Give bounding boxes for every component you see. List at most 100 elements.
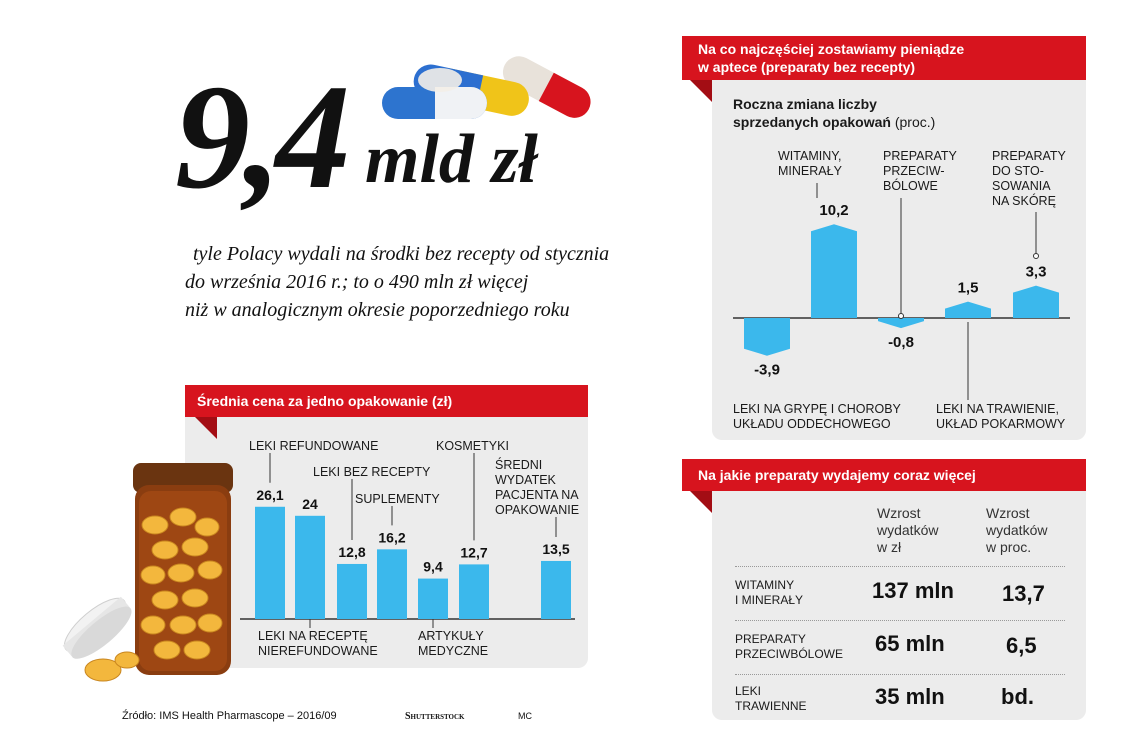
header-fold — [690, 491, 712, 513]
category-label-line: LEKI NA RECEPTĘ — [258, 629, 368, 643]
category-label-line: WYDATEK — [495, 473, 557, 487]
bar — [255, 506, 285, 619]
table-panel — [712, 460, 1086, 720]
category-label-line: WITAMINY, — [778, 149, 841, 163]
category-label-line: KOSMETYKI — [436, 439, 509, 453]
category-label: KOSMETYKI — [436, 439, 509, 453]
row-divider — [735, 620, 1065, 621]
bar — [337, 563, 367, 619]
category-label: PREPARATY PRZECIW-BÓLOWE — [883, 149, 958, 193]
leader-dot — [1033, 253, 1039, 259]
row-divider — [735, 674, 1065, 675]
label-line: TRAWIENNE — [735, 699, 807, 713]
bar-value-label: 24 — [302, 496, 318, 512]
category-label-line: MEDYCZNE — [418, 644, 488, 658]
col-header-line: wydatków — [877, 522, 939, 538]
header-fold — [195, 417, 217, 439]
table-cell-zl: 137 mln — [872, 578, 954, 603]
table-row-label: WITAMINY I MINERAŁY — [735, 578, 803, 608]
bar-value-label: 26,1 — [256, 487, 283, 503]
bar-value-label: -0,8 — [888, 334, 914, 351]
col-header-line: w proc. — [986, 539, 1032, 555]
label-line: I MINERAŁY — [735, 593, 804, 607]
bar-value-label: 12,8 — [338, 544, 365, 560]
subtitle-line-2: do września 2016 r.; to o 490 mln zł wię… — [185, 271, 529, 293]
category-label-line: MINERAŁY — [778, 164, 843, 178]
table-cell-proc: bd. — [1001, 684, 1034, 709]
bar — [1013, 285, 1059, 318]
bar-value-label: -3,9 — [754, 362, 780, 379]
table-panel-title: Na jakie preparaty wydajemy coraz więcej — [698, 467, 976, 483]
subtitle-line-1: tyle Polacy wydali na środki bez recepty… — [193, 243, 610, 265]
change-panel-header: Na co najczęściej zostawiamy pieniądze w… — [682, 36, 1086, 80]
bar — [811, 224, 857, 318]
header-fold — [690, 80, 712, 102]
price-panel — [185, 385, 588, 668]
bar-value-label: 9,4 — [423, 559, 443, 575]
subtitle-line-3: niż w analogicznym okresie poporzedniego… — [185, 299, 570, 321]
col-header-line: Wzrost — [877, 505, 921, 521]
col-header-proc: Wzrost wydatków w proc. — [986, 505, 1047, 556]
category-label: WITAMINY, MINERAŁY — [778, 149, 843, 178]
col-header-zl: Wzrost wydatków w zł — [877, 505, 938, 556]
category-label: LEKI NA TRAWIENIE, UKŁAD POKARMOWY — [936, 402, 1066, 431]
bar — [459, 564, 489, 619]
bar — [377, 549, 407, 619]
category-label: LEKI REFUNDOWANE — [249, 439, 378, 453]
category-label-line: NA SKÓRĘ — [992, 193, 1056, 208]
category-label-line: PREPARATY — [883, 149, 958, 163]
category-label-line: DO STO- — [992, 164, 1044, 178]
headline-value: 9,4 — [175, 54, 350, 220]
change-panel — [712, 38, 1086, 440]
bar — [744, 318, 790, 356]
category-label-line: LEKI NA TRAWIENIE, — [936, 402, 1059, 416]
category-label: LEKI NA GRYPĘ I CHOROBY UKŁADU ODDECHOWEG… — [733, 402, 902, 431]
bar-value-label: 3,3 — [1026, 264, 1047, 281]
col-header-line: Wzrost — [986, 505, 1030, 521]
photo-credit: Shutterstock — [405, 711, 465, 722]
category-label-line: ŚREDNI — [495, 457, 542, 472]
col-header-line: wydatków — [986, 522, 1048, 538]
table-panel-header: Na jakie preparaty wydajemy coraz więcej — [682, 459, 1086, 491]
category-label-line: PRZECIW- — [883, 164, 945, 178]
change-panel-title-1: Na co najczęściej zostawiamy pieniądze — [698, 41, 965, 57]
source-note: Źródło: IMS Health Pharmascope – 2016/09 — [122, 710, 337, 722]
category-label-line: UKŁAD POKARMOWY — [936, 417, 1066, 431]
change-panel-title-2: w aptece (preparaty bez recepty) — [698, 59, 916, 75]
leader-dot — [898, 313, 904, 319]
label-line: PRZECIWBÓLOWE — [735, 647, 844, 661]
subtitle-unit: (proc.) — [894, 114, 936, 130]
pill-bottle-illustration — [62, 463, 233, 682]
category-label-line: LEKI REFUNDOWANE — [249, 439, 378, 453]
category-label: LEKI NA RECEPTĘ NIEREFUNDOWANE — [258, 629, 378, 658]
bar — [945, 301, 991, 318]
table-row-label: PREPARATY PRZECIWBÓLOWE — [735, 632, 843, 662]
row-divider — [735, 566, 1065, 567]
subtitle-line-1: Roczna zmiana liczby — [733, 96, 877, 112]
category-label-line: PREPARATY — [992, 149, 1067, 163]
bar — [418, 578, 448, 619]
bar — [541, 560, 571, 619]
bar-value-label: 13,5 — [542, 541, 569, 557]
headline-subtitle: tyle Polacy wydali na środki bez recepty… — [185, 240, 665, 324]
category-label-line: PACJENTA NA — [495, 488, 579, 502]
bar-value-label: 10,2 — [819, 202, 848, 219]
category-label-line: BÓLOWE — [883, 178, 938, 193]
author-credit: MC — [518, 711, 532, 721]
category-label-line: LEKI BEZ RECEPTY — [313, 465, 431, 479]
bar — [878, 318, 924, 329]
table-cell-zl: 35 mln — [875, 684, 945, 709]
category-label-line: SUPLEMENTY — [355, 492, 440, 506]
category-label-line: LEKI NA GRYPĘ I CHOROBY — [733, 402, 902, 416]
category-label-line: NIEREFUNDOWANE — [258, 644, 378, 658]
bar-value-label: 16,2 — [378, 529, 405, 545]
bar-value-label: 12,7 — [460, 544, 487, 560]
label-line: PREPARATY — [735, 632, 806, 646]
price-panel-title: Średnia cena za jedno opakowanie (zł) — [197, 393, 453, 409]
category-label-line: SOWANIA — [992, 179, 1051, 193]
price-panel-header: Średnia cena za jedno opakowanie (zł) — [185, 385, 588, 417]
table-cell-proc: 6,5 — [1006, 633, 1037, 658]
category-label: LEKI BEZ RECEPTY — [313, 465, 431, 479]
category-label-line: OPAKOWANIE — [495, 503, 579, 517]
